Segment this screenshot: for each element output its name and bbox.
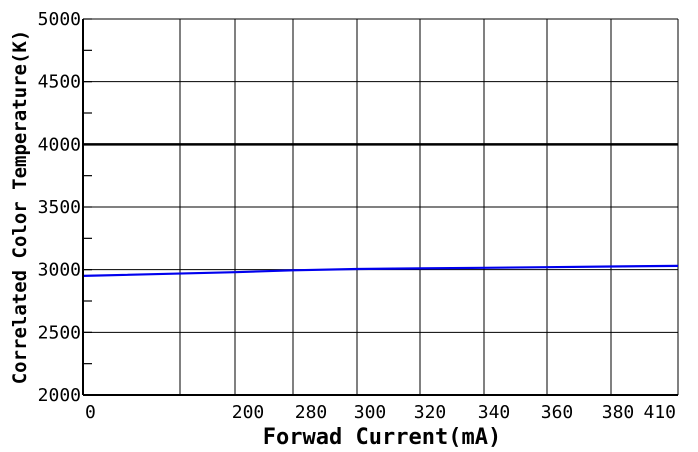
series-layer — [82, 264, 679, 277]
x-tick-label: 0 — [85, 402, 96, 423]
y-tick-label: 3000 — [38, 260, 81, 281]
axes — [82, 18, 678, 396]
x-tick-labels: 0 200 280 300 320 340 360 380 410 — [85, 402, 676, 423]
x-tick-label: 320 — [414, 402, 447, 423]
x-tick-label: 280 — [295, 402, 328, 423]
y-tick-label: 4500 — [38, 72, 81, 93]
x-tick-label: 410 — [643, 402, 676, 423]
y-tick-label: 3500 — [38, 197, 81, 218]
y-tick-label: 5000 — [38, 9, 81, 30]
x-tick-label: 340 — [478, 402, 511, 423]
x-axis-title: Forwad Current(mA) — [263, 425, 501, 447]
y-tick-label: 2000 — [38, 385, 81, 406]
x-tick-label: 200 — [232, 402, 265, 423]
grid — [82, 18, 679, 396]
x-tick-label: 360 — [541, 402, 574, 423]
series-line — [82, 264, 679, 277]
y-tick-labels: 2000 2500 3000 3500 4000 4500 5000 — [38, 9, 81, 406]
y-axis-title: Correlated Color Temperature(K) — [9, 30, 31, 385]
x-tick-label: 300 — [354, 402, 387, 423]
y-tick-label: 2500 — [38, 322, 81, 343]
x-tick-label: 380 — [602, 402, 635, 423]
y-tick-label: 4000 — [38, 134, 81, 155]
